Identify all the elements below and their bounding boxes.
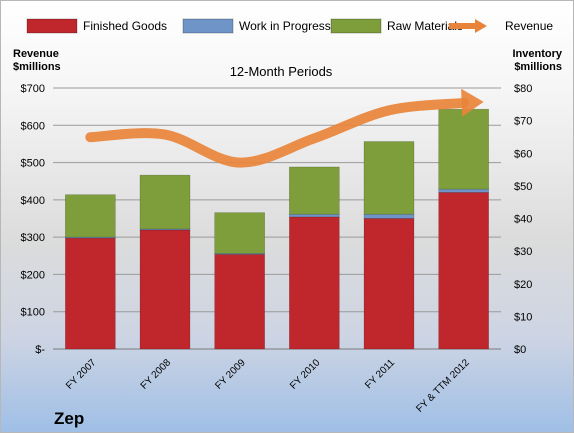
bar-series	[65, 108, 489, 350]
company-name: Zep	[54, 409, 84, 428]
left-tick-label: $300	[21, 232, 45, 244]
revenue-line-path	[85, 97, 469, 168]
bar-finished-goods	[363, 218, 415, 350]
bar-finished-goods	[139, 229, 191, 350]
bar-work-in-progress	[438, 188, 489, 193]
bar-work-in-progress	[289, 213, 340, 218]
left-tick-label: $200	[21, 269, 45, 281]
category-label: FY & TTM 2012	[414, 357, 472, 415]
category-label: FY 2009	[213, 357, 248, 392]
legend-swatch-raw-materials	[330, 18, 382, 34]
legend-swatch-finished-goods	[26, 18, 78, 34]
right-tick-label: $10	[514, 311, 532, 323]
left-tick-label: $600	[21, 120, 45, 132]
left-axis-label-line2: $millions	[13, 61, 61, 73]
legend: Finished Goods Work in Progress Raw Materi…	[26, 18, 553, 34]
bar-raw-materials	[139, 174, 191, 230]
right-tick-label: $70	[514, 116, 532, 128]
bar-finished-goods	[289, 216, 340, 350]
legend-swatch-work-in-progress	[182, 18, 234, 34]
right-axis-label-line2: $millions	[514, 61, 562, 73]
category-label: FY 2011	[363, 357, 397, 391]
bar-finished-goods	[438, 192, 489, 350]
left-axis-label-line1: Revenue	[13, 48, 59, 60]
right-axis-label-line1: Inventory	[512, 48, 562, 60]
right-tick-label: $20	[514, 279, 532, 291]
left-tick-label: $500	[21, 158, 45, 170]
revenue-arrowhead	[461, 88, 484, 117]
right-tick-label: $60	[514, 148, 532, 160]
left-tick-label: $100	[21, 307, 45, 319]
legend-label: Work in Progress	[239, 19, 331, 33]
bar-raw-materials	[438, 108, 489, 190]
bar-raw-materials	[289, 166, 340, 215]
bar-work-in-progress	[363, 213, 415, 219]
legend-arrow-revenue	[475, 19, 487, 33]
right-tick-label: $50	[514, 181, 532, 193]
legend-label: Raw Materials	[387, 19, 463, 33]
right-tick-label: $40	[514, 214, 532, 226]
revenue-line	[85, 88, 484, 168]
right-tick-label: $30	[514, 246, 532, 258]
gridlines	[53, 87, 501, 350]
legend-label: Revenue	[505, 19, 553, 33]
chart-title: 12-Month Periods	[230, 64, 333, 79]
left-tick-label: $700	[21, 83, 45, 95]
right-tick-label: $0	[514, 344, 526, 356]
left-tick-label: $-	[35, 344, 45, 356]
bar-finished-goods	[65, 237, 116, 350]
category-label: FY 2008	[139, 357, 174, 392]
bar-raw-materials	[363, 141, 415, 215]
category-label: FY 2007	[64, 357, 99, 392]
category-label: FY 2010	[288, 357, 323, 392]
right-tick-label: $80	[514, 83, 532, 95]
left-tick-label: $400	[21, 195, 45, 207]
bar-finished-goods	[214, 254, 265, 350]
bar-raw-materials	[65, 194, 116, 238]
legend-label: Finished Goods	[83, 19, 167, 33]
bar-raw-materials	[214, 212, 265, 254]
